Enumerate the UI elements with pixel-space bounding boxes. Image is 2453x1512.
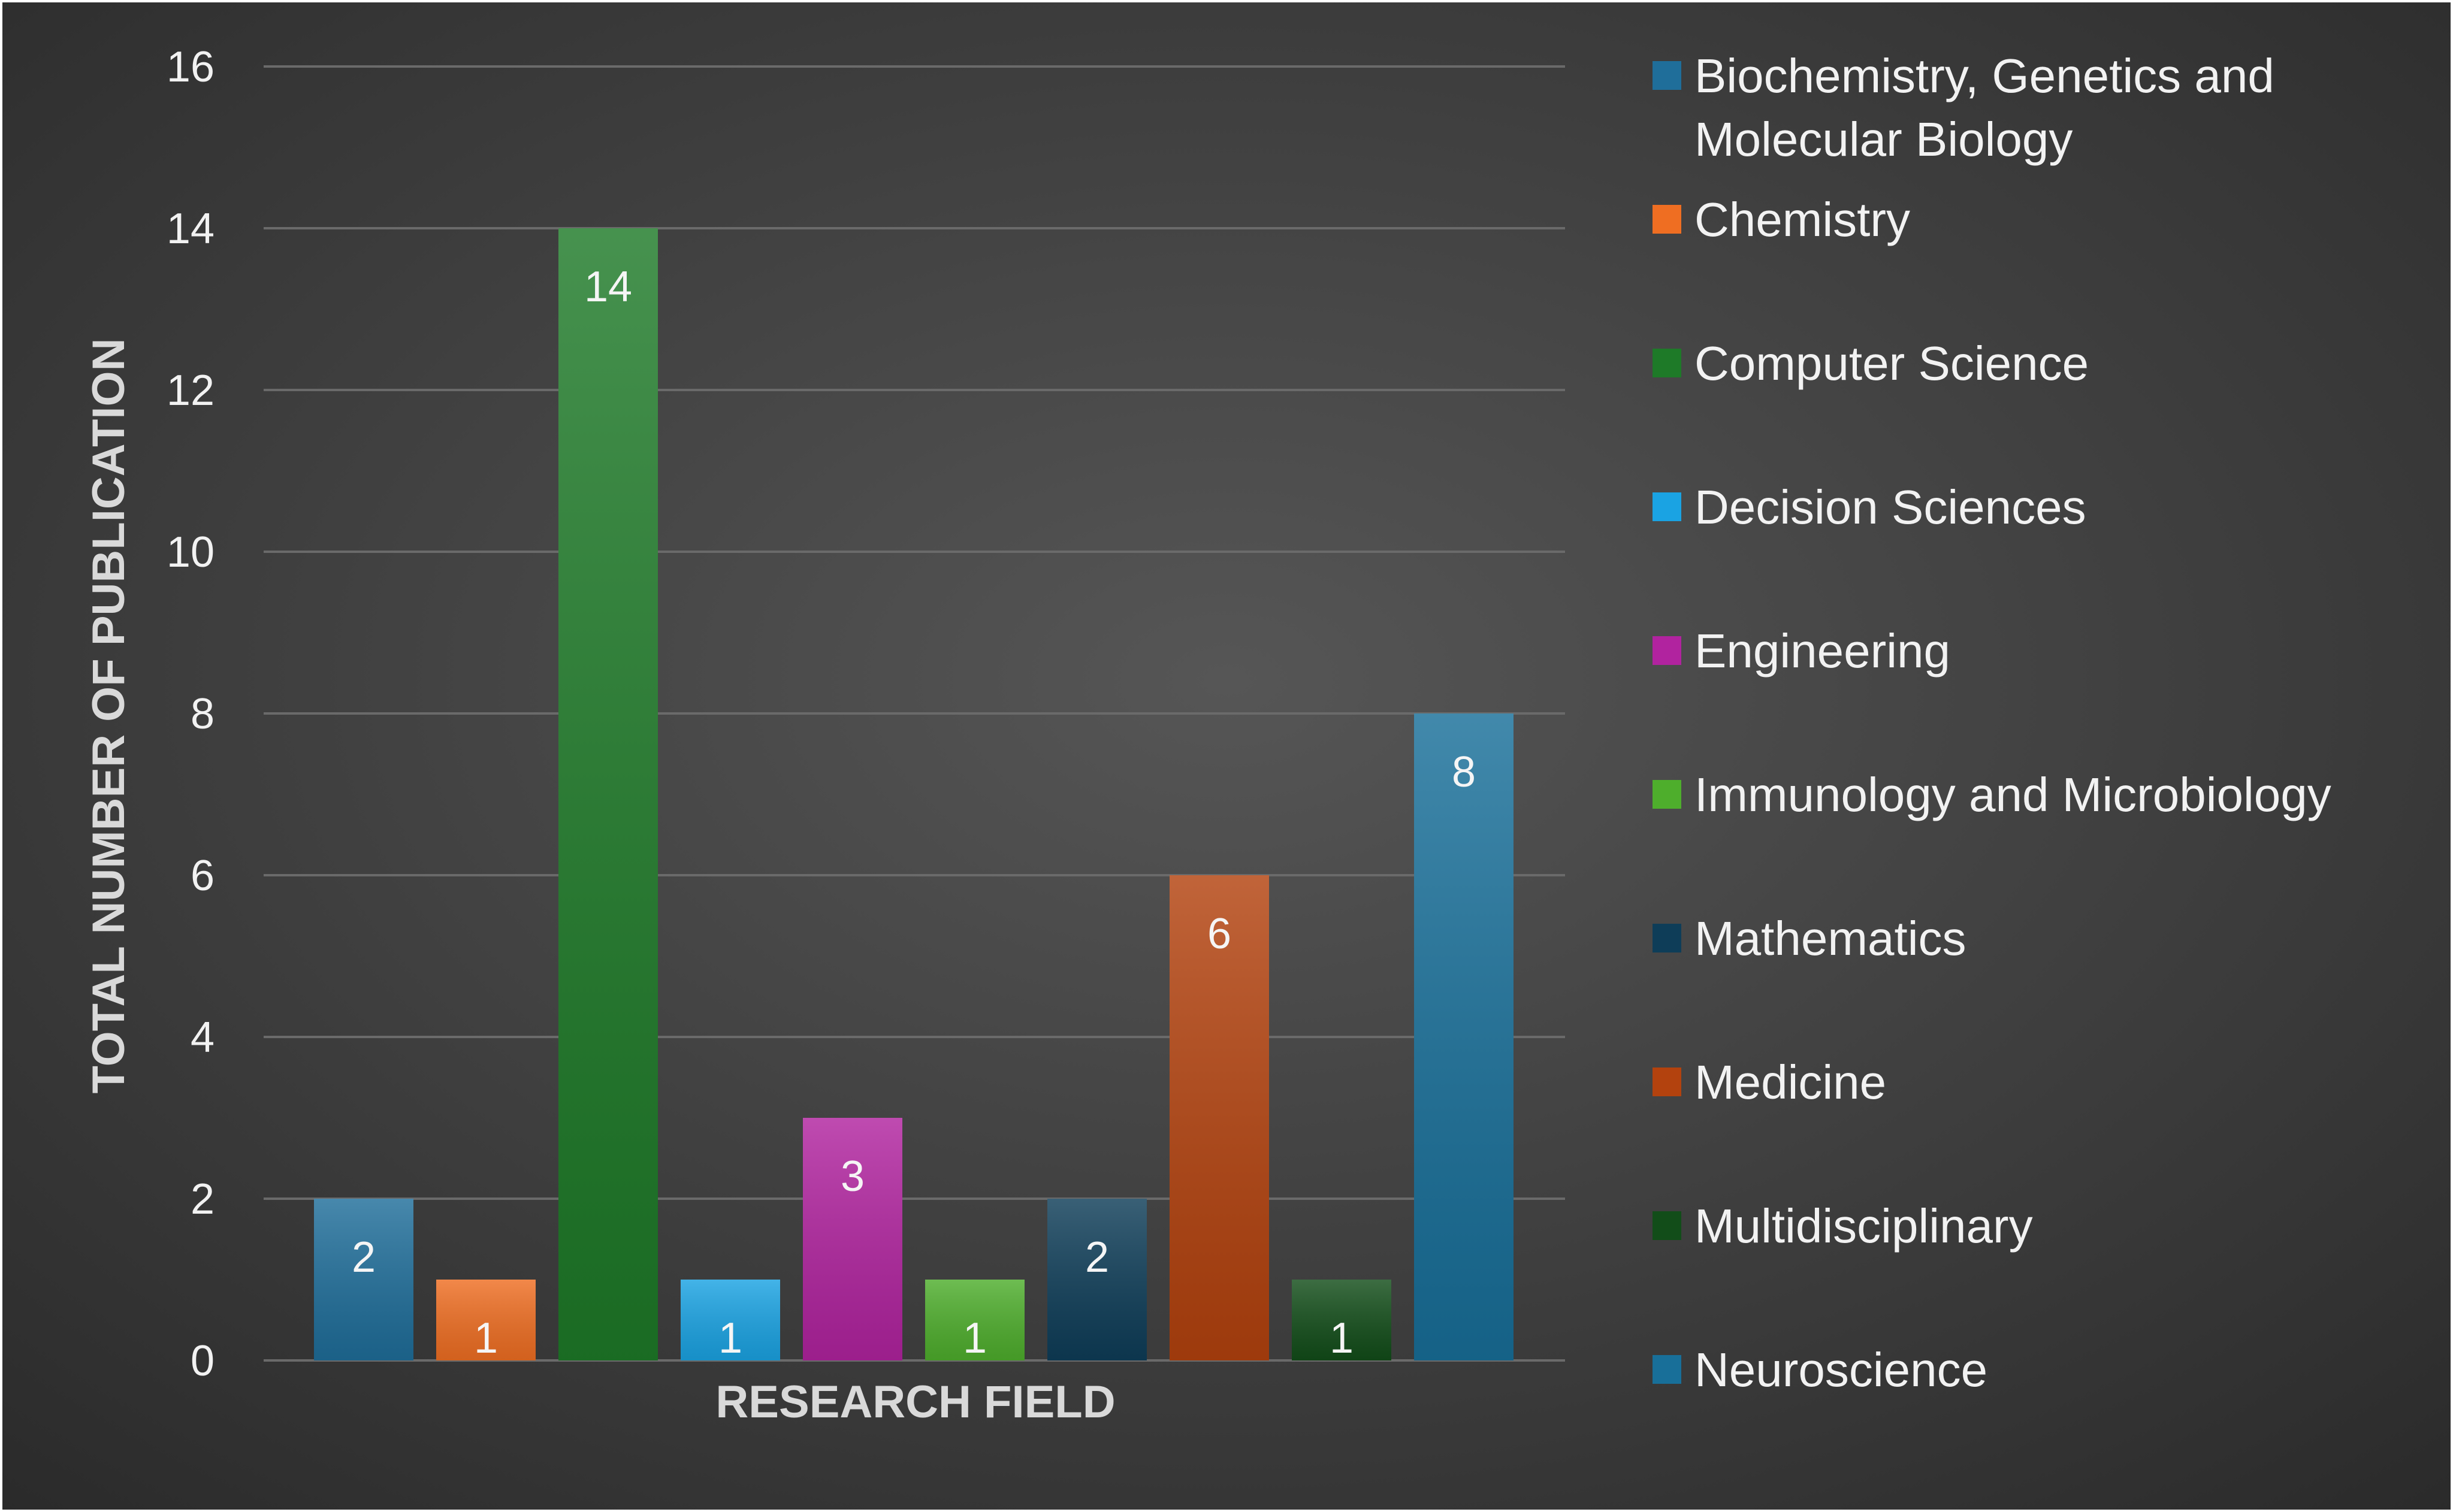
y-tick-label: 16 xyxy=(167,43,215,91)
legend-label: Multidisciplinary xyxy=(1694,1199,2033,1253)
legend-item: Immunology and Microbiology xyxy=(1653,768,2331,821)
legend-label: Mathematics xyxy=(1694,912,1966,965)
legend-item: Mathematics xyxy=(1653,912,1966,965)
legend-swatch xyxy=(1653,349,1681,377)
bar-shading xyxy=(1170,875,1269,1360)
legend-swatch xyxy=(1653,924,1681,952)
legend-swatch xyxy=(1653,1068,1681,1096)
data-labels: 2 1 14 1 3 1 2 6 1 8 xyxy=(352,263,1476,1362)
data-label: 14 xyxy=(584,263,632,311)
legend-item: Decision Sciences xyxy=(1653,480,2086,534)
data-label: 2 xyxy=(352,1233,376,1281)
legend-item: Biochemistry, Genetics and Molecular Biol… xyxy=(1653,49,2274,166)
y-axis-title: TOTAL NUMBER OF PUBLICATION xyxy=(83,338,134,1094)
bar-shading xyxy=(558,228,658,1360)
y-tick-label: 6 xyxy=(191,852,215,900)
y-tick-label: 14 xyxy=(167,205,215,253)
y-tick-label: 12 xyxy=(167,367,215,415)
bar-shading xyxy=(1047,1199,1147,1360)
legend-item: Medicine xyxy=(1653,1056,1886,1109)
data-label: 2 xyxy=(1085,1233,1109,1281)
y-tick-label: 0 xyxy=(191,1337,215,1385)
legend-swatch xyxy=(1653,780,1681,809)
y-tick-label: 8 xyxy=(191,690,215,738)
legend-item: Computer Science xyxy=(1653,337,2089,390)
y-tick-label: 10 xyxy=(167,528,215,576)
legend-label: Immunology and Microbiology xyxy=(1694,768,2331,821)
legend-label: Chemistry xyxy=(1694,193,1910,246)
y-tick-label: 2 xyxy=(191,1175,215,1223)
bar-shading xyxy=(1414,713,1514,1360)
legend-label: Decision Sciences xyxy=(1694,480,2086,534)
legend-label: Molecular Biology xyxy=(1694,113,2073,166)
data-label: 1 xyxy=(718,1314,742,1362)
legend-item: Neuroscience xyxy=(1653,1343,1987,1396)
legend-item: Multidisciplinary xyxy=(1653,1199,2033,1253)
legend-swatch xyxy=(1653,636,1681,665)
legend-swatch xyxy=(1653,1211,1681,1240)
legend-label: Engineering xyxy=(1694,624,1950,678)
legend-label: Medicine xyxy=(1694,1056,1886,1109)
legend-label: Computer Science xyxy=(1694,337,2089,390)
legend-swatch xyxy=(1653,205,1681,234)
y-axis-ticks: 0 2 4 6 8 10 12 14 16 xyxy=(167,43,215,1385)
legend-swatch xyxy=(1653,492,1681,521)
legend: Biochemistry, Genetics and Molecular Biol… xyxy=(1653,49,2331,1396)
data-label: 6 xyxy=(1207,910,1231,958)
bar-shading xyxy=(681,1280,780,1360)
bar-shading xyxy=(1292,1280,1391,1360)
legend-item: Engineering xyxy=(1653,624,1950,678)
data-label: 3 xyxy=(841,1153,865,1200)
legend-swatch xyxy=(1653,1355,1681,1384)
bars xyxy=(314,228,1514,1360)
legend-label: Biochemistry, Genetics and xyxy=(1694,49,2274,102)
bar-shading xyxy=(803,1118,902,1360)
legend-label: Neuroscience xyxy=(1694,1343,1987,1396)
data-label: 8 xyxy=(1452,748,1476,796)
bar-shading xyxy=(925,1280,1025,1360)
bar-shading xyxy=(436,1280,536,1360)
legend-swatch xyxy=(1653,61,1681,90)
data-label: 1 xyxy=(474,1314,498,1362)
data-label: 1 xyxy=(1330,1314,1354,1362)
legend-item: Chemistry xyxy=(1653,193,1910,246)
y-tick-label: 4 xyxy=(191,1014,215,1062)
bar-shading xyxy=(314,1199,413,1360)
data-label: 1 xyxy=(963,1314,987,1362)
x-axis-title: RESEARCH FIELD xyxy=(715,1377,1115,1428)
